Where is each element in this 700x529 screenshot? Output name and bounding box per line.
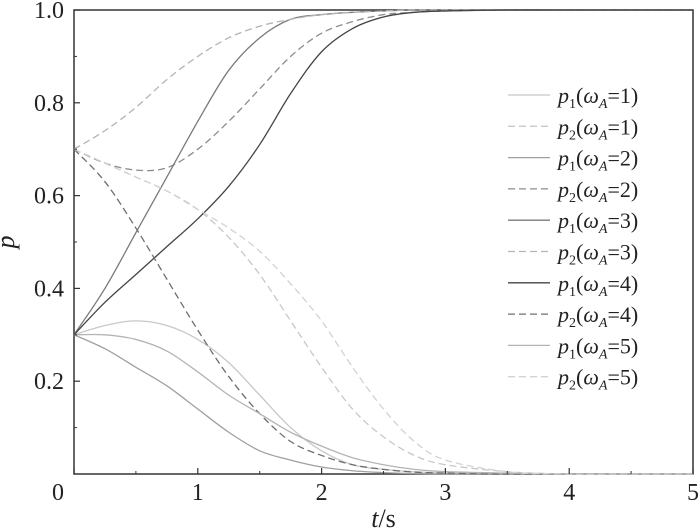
x-tick-label: 2 [316,480,328,506]
legend-label-9: p1(ωA=5) [556,333,638,362]
y-tick-label: 0.6 [34,184,64,210]
legend-label-6: p2(ωA=3) [556,240,638,269]
x-axis-title: t/s [371,504,396,529]
y-tick-label: 1.0 [34,0,64,24]
y-tick-label: 0.8 [34,91,64,117]
x-axis-variable: t [371,504,379,529]
series-layer [73,9,693,475]
series-line-6 [73,9,693,150]
legend-label-2: p2(ωA=1) [556,114,638,143]
series-line-7 [73,9,693,336]
legend: p1(ωA=1)p2(ωA=1) p1(ωA=2)p2(ωA=2)p1(ωA=3)… [508,83,638,394]
legend-label-10: p2(ωA=5) [556,365,638,394]
x-axis-unit: /s [378,504,395,529]
legend-label-1: p1(ωA=1) [556,83,638,112]
x-tick-label: 4 [563,480,575,506]
x-tick-label: 5 [687,480,699,506]
y-axis-title: p [0,236,20,251]
legend-label-3: p1(ωA=2) [556,146,638,175]
x-tick-label: 1 [192,480,204,506]
axes-layer: 0123450.20.40.60.81.00 [34,0,699,506]
series-line-1 [73,320,693,475]
legend-label-8: p2(ωA=4) [556,302,638,331]
legend-label-4: p2(ωA=2) [556,177,638,206]
y-tick-label: 0.4 [34,276,64,302]
series-line-8 [73,148,693,475]
legend-label-5: p1(ωA=3) [556,208,638,237]
x-tick-label: 3 [439,480,451,506]
y-tick-label: 0.2 [34,369,64,395]
origin-label: 0 [52,480,64,506]
series-line-10 [73,148,693,475]
series-line-4 [73,9,693,172]
legend-label-7: p1(ωA=4) [556,271,638,300]
